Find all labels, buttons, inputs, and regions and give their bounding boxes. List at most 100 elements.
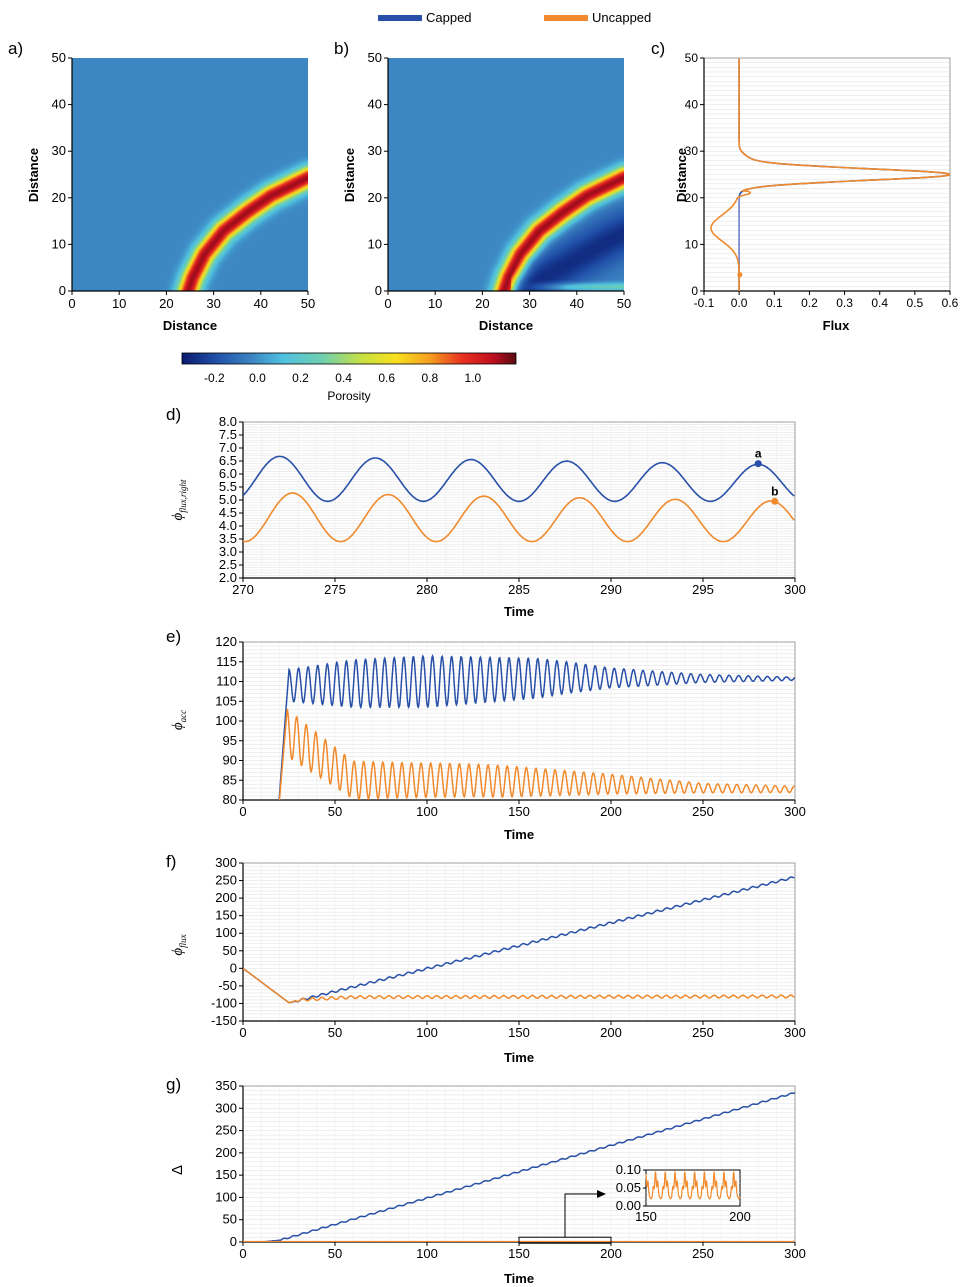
heatmap-panel-b: 0 10 20 30 40 50 0 10 20 30 40 50 <box>368 50 632 311</box>
inset-uncapped-series-line <box>645 1170 741 1200</box>
panel-g-xlabel: Time <box>504 1271 534 1286</box>
legend-swatch-capped <box>378 15 422 21</box>
y-tick-label: 10 <box>52 236 66 251</box>
panel-f-ylabel: ϕflux <box>170 934 188 955</box>
y-tick-label: 50 <box>223 943 237 958</box>
legend-label-capped: Capped <box>426 10 472 25</box>
y-tick-label: 20 <box>368 190 382 205</box>
y-tick-label: 250 <box>215 1123 237 1138</box>
y-tick-label: 250 <box>215 873 237 888</box>
y-tick-label: 0 <box>691 284 698 298</box>
x-tick-label: 150 <box>508 1025 530 1040</box>
y-tick-label: 50 <box>368 50 382 65</box>
x-tick-label: 250 <box>692 1025 714 1040</box>
colorbar-tick-label: 0.4 <box>335 371 352 385</box>
x-tick-label: 0.2 <box>801 296 818 310</box>
colorbar-gradient <box>181 352 517 365</box>
y-tick-label: 110 <box>216 674 237 689</box>
delta-chart: 0 50 100 150 200 250 300 0 50 100 150 200 250 300 350 1… <box>215 1078 806 1261</box>
y-tick-label: 85 <box>223 772 237 787</box>
y-tick-label: 0 <box>230 960 237 975</box>
y-tick-label: -150 <box>211 1013 237 1028</box>
annotation-marker-b <box>771 497 779 505</box>
uncapped-series-line <box>243 492 795 543</box>
x-tick-label: 50 <box>328 1246 342 1261</box>
y-tick-label: 0 <box>230 1234 237 1249</box>
y-tick-label: 0 <box>59 283 66 298</box>
x-tick-label: 150 <box>508 804 530 819</box>
annotation-marker-a <box>754 460 762 468</box>
x-tick-label: 200 <box>600 1246 622 1261</box>
y-tick-label: -50 <box>218 978 237 993</box>
panel-e-xlabel: Time <box>504 827 534 842</box>
y-tick-label: 40 <box>52 97 66 112</box>
panel-d-ylabel-phi: ϕ <box>170 513 186 521</box>
x-tick-label: 10 <box>112 296 126 311</box>
panel-label-a: a) <box>8 39 23 58</box>
panel-label-d: d) <box>166 405 181 424</box>
inset-y-tick-label: 0.05 <box>616 1180 641 1195</box>
x-tick-label: 280 <box>416 582 438 597</box>
x-tick-label: 100 <box>416 804 438 819</box>
inset-x-tick-label: 150 <box>635 1209 657 1224</box>
y-tick-label: 105 <box>215 693 237 708</box>
panel-d-ylabel: ϕflux,right <box>170 479 188 521</box>
x-tick-label: 0 <box>384 296 391 311</box>
x-tick-label: 0.0 <box>731 296 748 310</box>
colorbar-tick-label: 0.2 <box>292 371 309 385</box>
capped-series-line <box>243 1092 795 1242</box>
x-tick-label: 50 <box>301 296 315 311</box>
y-tick-label: 6.5 <box>219 453 237 468</box>
panel-f-xlabel: Time <box>504 1050 534 1065</box>
panel-label-f: f) <box>166 852 176 871</box>
y-tick-label: 95 <box>223 733 237 748</box>
x-tick-label: 200 <box>600 1025 622 1040</box>
uncapped-series-line <box>710 58 950 291</box>
panel-c-ylabel: Distance <box>674 148 689 202</box>
x-tick-label: 0.3 <box>836 296 853 310</box>
zoom-arrow-head <box>597 1190 606 1198</box>
y-tick-label: 50 <box>52 50 66 65</box>
y-tick-label: 7.0 <box>219 440 237 455</box>
colorbar-tick-label: 0.0 <box>249 371 266 385</box>
y-tick-label: 20 <box>685 191 699 205</box>
x-tick-label: 100 <box>416 1246 438 1261</box>
y-tick-label: 6.0 <box>219 466 237 481</box>
legend: Capped Uncapped <box>378 10 651 25</box>
panel-label-g: g) <box>166 1075 181 1094</box>
x-tick-label: -0.1 <box>694 296 715 310</box>
colorbar-label: Porosity <box>327 389 370 403</box>
y-tick-label: 8.0 <box>219 414 237 429</box>
y-tick-label: 350 <box>215 1078 237 1093</box>
x-tick-label: 0.6 <box>942 296 959 310</box>
inset-x-tick-label: 200 <box>729 1209 751 1224</box>
x-tick-label: 250 <box>692 1246 714 1261</box>
inset-y-tick-label: 0.00 <box>616 1198 641 1213</box>
colorbar: -0.2 0.0 0.2 0.4 0.6 0.8 1.0 Porosity <box>181 352 517 403</box>
capped-series-line <box>243 876 795 1004</box>
legend-swatch-uncapped <box>544 15 588 21</box>
y-tick-label: 200 <box>215 1145 237 1160</box>
y-tick-label: 4.5 <box>219 505 237 520</box>
x-tick-label: 20 <box>475 296 489 311</box>
x-tick-label: 0.4 <box>871 296 888 310</box>
y-tick-label: 5.5 <box>219 479 237 494</box>
x-tick-label: 50 <box>328 804 342 819</box>
y-tick-label: 40 <box>685 98 699 112</box>
y-tick-label: 115 <box>216 654 237 669</box>
panel-a-xlabel: Distance <box>163 318 217 333</box>
colorbar-tick-label: -0.2 <box>204 371 225 385</box>
y-tick-label: 50 <box>685 51 699 65</box>
y-tick-label: 3.5 <box>219 531 237 546</box>
uncapped-marker <box>737 272 743 278</box>
x-tick-label: 300 <box>784 1025 806 1040</box>
panel-label-b: b) <box>334 39 349 58</box>
phi-acc-chart: 0 50 100 150 200 250 300 80 85 90 95 100 105 110 115 12… <box>215 634 806 819</box>
x-tick-label: 300 <box>784 582 806 597</box>
panel-f-ylabel-phi: ϕ <box>170 948 186 956</box>
y-tick-label: 20 <box>52 190 66 205</box>
uncapped-series-line <box>278 708 795 800</box>
x-tick-label: 0.1 <box>766 296 783 310</box>
x-tick-label: 270 <box>232 582 254 597</box>
x-tick-label: 10 <box>428 296 442 311</box>
